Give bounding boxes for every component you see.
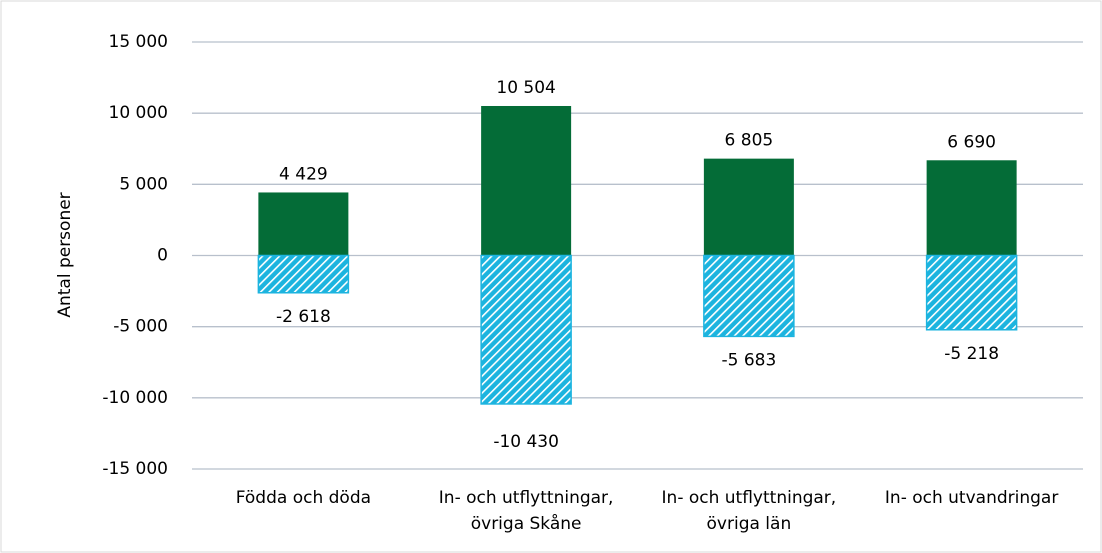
bar <box>480 254 572 405</box>
bar <box>703 158 794 256</box>
data-label: -5 683 <box>721 350 776 370</box>
y-tick-label: -10 000 <box>102 388 168 408</box>
x-tick-label: In- och utflyttningar, <box>662 488 837 508</box>
x-tick-label: Födda och döda <box>236 488 371 508</box>
x-tick-label: övriga län <box>707 514 792 534</box>
y-tick-label: 15 000 <box>109 32 168 52</box>
bar <box>258 192 349 256</box>
data-label: -2 618 <box>276 307 331 327</box>
data-label: -10 430 <box>493 432 559 452</box>
y-tick-label: 10 000 <box>109 103 168 123</box>
data-label: -5 218 <box>944 344 999 364</box>
y-tick-label: -5 000 <box>113 317 168 337</box>
bar <box>703 254 795 338</box>
bar <box>926 160 1017 256</box>
y-tick-label: 0 <box>157 246 168 266</box>
x-tick-label: In- och utflyttningar, <box>439 488 614 508</box>
data-label: 6 690 <box>947 132 996 152</box>
y-tick-label: -15 000 <box>102 459 168 479</box>
bar <box>481 105 572 256</box>
x-tick-label: övriga Skåne <box>471 513 582 534</box>
bar <box>925 254 1018 331</box>
y-tick-label: 5 000 <box>119 174 168 194</box>
data-label: 4 429 <box>279 164 328 184</box>
y-axis-label: Antal personer <box>55 192 75 317</box>
x-tick-label: In- och utvandringar <box>885 488 1058 508</box>
data-label: 10 504 <box>496 78 555 98</box>
data-label: 6 805 <box>725 131 774 151</box>
bar <box>257 254 350 294</box>
